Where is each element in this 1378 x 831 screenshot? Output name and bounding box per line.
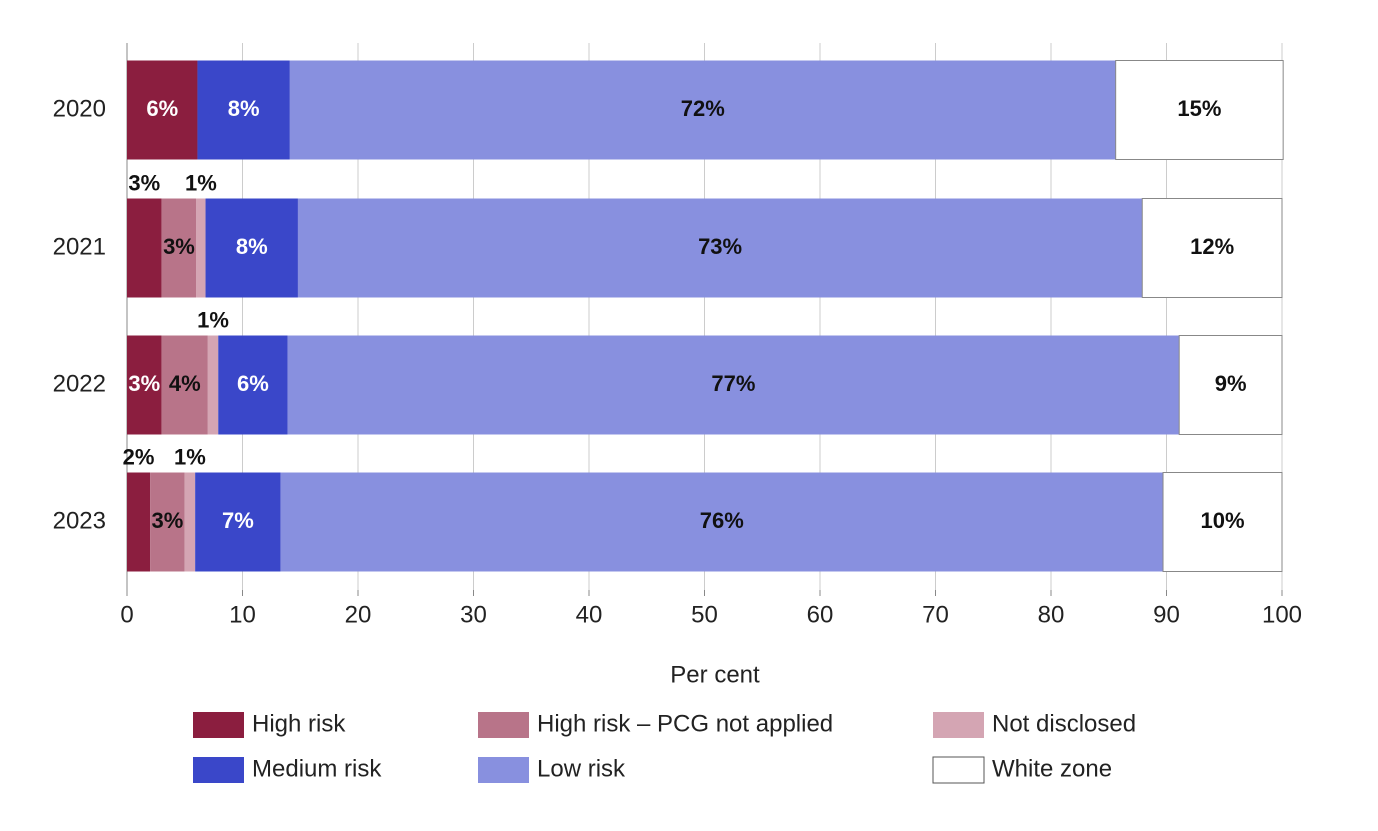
bar-segment [287,335,1180,435]
bar-segment [127,198,162,298]
bar-segment [127,335,162,435]
data-label: 3% [128,170,160,195]
bar-segment [1162,472,1283,572]
legend-label: Medium risk [252,755,382,782]
legend-label: Low risk [537,755,626,782]
data-label: 73% [698,234,742,259]
legend-label: High risk [252,710,346,737]
data-label: 4% [169,371,201,396]
x-tick-label: 20 [345,601,372,628]
x-tick-label: 60 [807,601,834,628]
bar-segment [196,198,206,298]
bar-segment [150,472,185,572]
bar-segment [1115,60,1284,160]
bar-segment [127,472,151,572]
data-label: 8% [236,234,268,259]
data-label: 72% [681,96,725,121]
y-tick-label: 2021 [53,233,106,260]
bar-segment [1178,335,1283,435]
data-label: 3% [128,371,160,396]
data-label: 12% [1190,234,1234,259]
data-label: 1% [174,444,206,469]
data-label: 10% [1200,508,1244,533]
bar-segment [207,335,219,435]
bar-segment [161,335,208,435]
data-label: 6% [237,371,269,396]
bar-segment [1141,198,1283,298]
bar-segment [218,335,288,435]
x-tick-label: 0 [120,601,133,628]
data-label: 2% [123,444,155,469]
legend-label: High risk – PCG not applied [537,710,833,737]
x-tick-label: 50 [691,601,718,628]
x-tick-label: 10 [229,601,256,628]
x-axis-title: Per cent [670,661,760,688]
data-label: 9% [1215,371,1247,396]
x-tick-label: 30 [460,601,487,628]
x-tick-label: 80 [1038,601,1065,628]
x-tick-label: 40 [576,601,603,628]
bar-segment [297,198,1143,298]
x-tick-label: 90 [1153,601,1180,628]
y-tick-label: 2022 [53,370,106,397]
bar-segment [161,198,197,298]
data-label: 3% [152,508,184,533]
legend-swatch [193,712,244,738]
bar-segment [289,60,1116,160]
data-label: 77% [711,371,755,396]
data-label: 76% [700,508,744,533]
legend-swatch [932,756,985,784]
legend-swatch [193,757,244,783]
data-label: 15% [1177,96,1221,121]
y-tick-label: 2020 [53,95,106,122]
bar-segment [195,472,281,572]
data-label: 8% [228,96,260,121]
data-label: 1% [185,170,217,195]
legend-swatch [933,712,984,738]
bar-segment [197,60,290,160]
bar-segment [205,198,298,298]
data-label: 6% [146,96,178,121]
bar-segment [280,472,1164,572]
legend-swatch [478,712,529,738]
data-label: 3% [163,234,195,259]
x-tick-label: 70 [922,601,949,628]
legend-label: Not disclosed [992,710,1136,737]
y-tick-label: 2023 [53,507,106,534]
data-label: 7% [222,508,254,533]
bar-segment [184,472,196,572]
data-label: 1% [197,307,229,332]
legend-label: White zone [992,755,1112,782]
x-tick-label: 100 [1262,601,1302,628]
legend-swatch [478,757,529,783]
bar-segment [127,60,198,160]
